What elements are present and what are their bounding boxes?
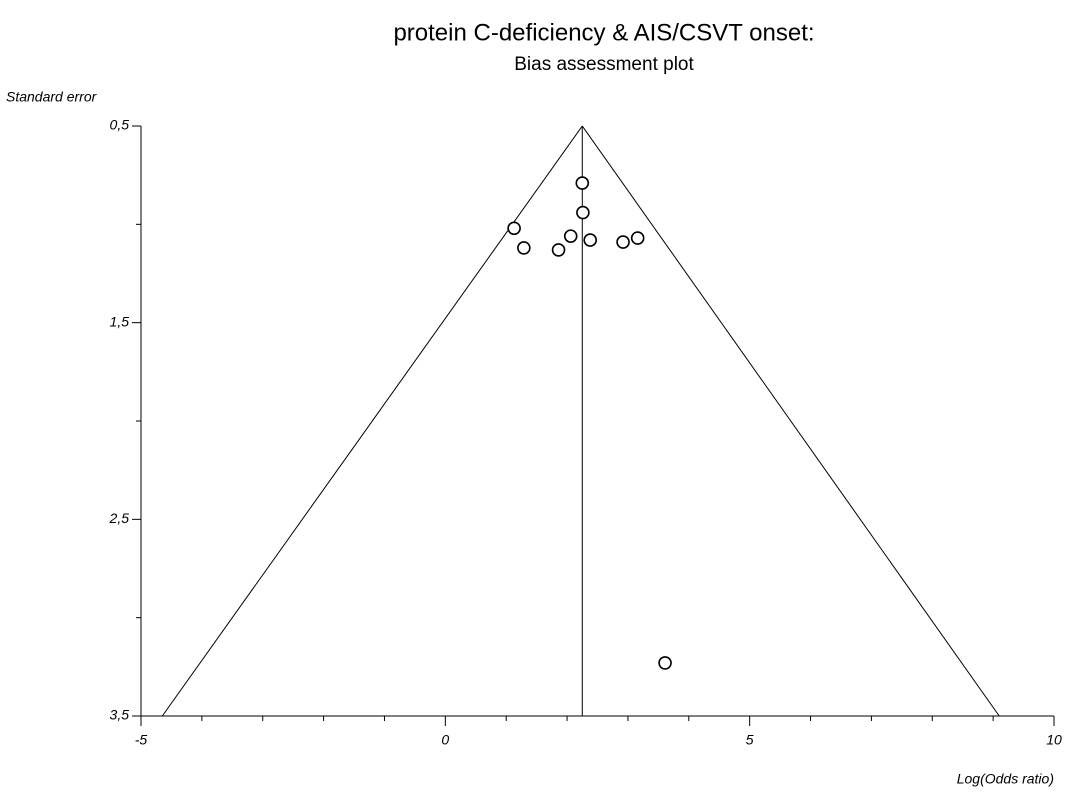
chart-subtitle: Bias assessment plot xyxy=(514,54,694,75)
y-tick-label: 2,5 xyxy=(109,510,130,526)
x-tick-label: 0 xyxy=(441,732,449,748)
x-tick-label: -5 xyxy=(135,732,148,748)
x-tick-label: 10 xyxy=(1046,732,1062,748)
study-point xyxy=(658,656,672,670)
funnel-right xyxy=(581,125,1000,717)
study-point xyxy=(630,231,645,245)
y-tick-label: 0,5 xyxy=(110,117,130,133)
x-axis-label: Log(Odds ratio) xyxy=(957,771,1054,787)
study-point xyxy=(616,235,630,249)
funnel-left xyxy=(161,125,583,717)
chart-title: protein C-deficiency & AIS/CSVT onset: xyxy=(393,19,814,46)
y-tick-label: 1,5 xyxy=(110,313,130,329)
study-point xyxy=(551,243,566,257)
study-point xyxy=(575,176,590,190)
study-point xyxy=(507,221,521,236)
y-axis-label: Standard error xyxy=(6,89,98,105)
study-point xyxy=(517,241,531,255)
x-tick-label: 5 xyxy=(746,732,754,748)
y-tick-label: 3,5 xyxy=(110,707,130,723)
study-point xyxy=(583,233,597,247)
study-point xyxy=(576,205,590,220)
study-point xyxy=(563,229,578,243)
